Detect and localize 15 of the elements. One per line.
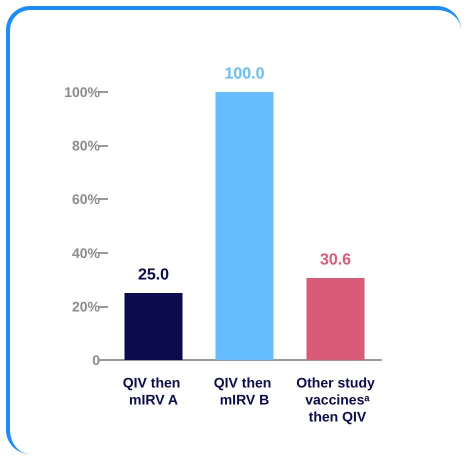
y-tick-label: 60% (72, 191, 101, 208)
bar (124, 293, 182, 360)
data-label: 30.6 (320, 251, 352, 268)
y-tick-label: 80% (72, 138, 101, 154)
x-tick-label: QIV then mIRV B (214, 374, 276, 408)
y-tick-label: 0 (92, 352, 100, 368)
y-tick-label: 20% (72, 298, 101, 314)
x-tick-label: Other study vaccinesᵃ then QIV (296, 374, 375, 424)
data-label: 25.0 (138, 266, 170, 284)
data-label: 100.0 (224, 66, 265, 82)
bar (306, 278, 364, 360)
x-tick-label: QIV then mIRV A (122, 374, 184, 408)
y-tick-label: 100% (64, 84, 101, 100)
bar (216, 92, 274, 360)
y-tick-label: 40% (72, 244, 101, 261)
